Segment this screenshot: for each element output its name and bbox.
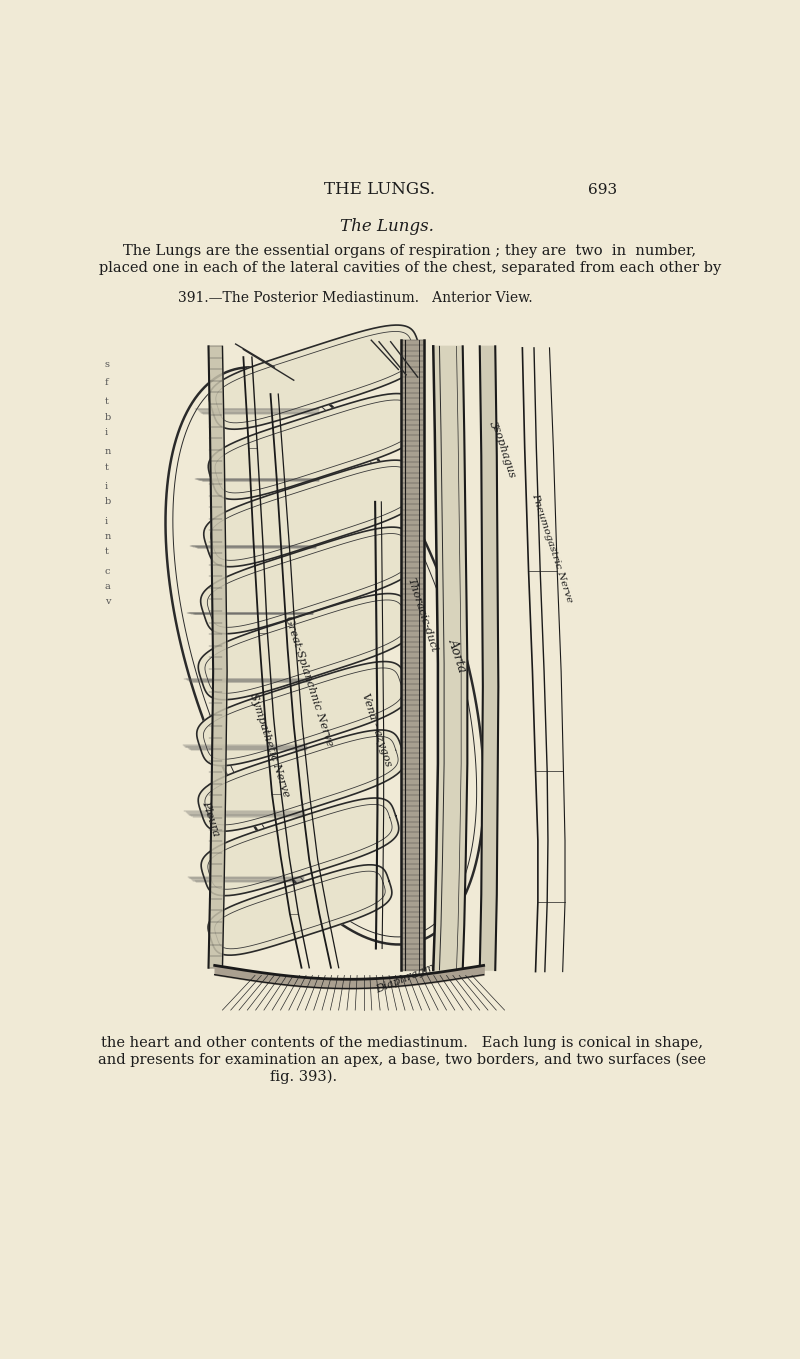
Text: f: f [105, 378, 108, 387]
Text: placed one in each of the lateral cavities of the chest, separated from each oth: placed one in each of the lateral caviti… [99, 261, 721, 276]
Text: Thoracic-duct: Thoracic-duct [406, 576, 439, 654]
Text: ʒsophagus: ʒsophagus [490, 419, 518, 478]
Polygon shape [209, 347, 227, 968]
Polygon shape [480, 347, 498, 970]
Text: i: i [105, 482, 108, 491]
Polygon shape [166, 367, 484, 945]
Polygon shape [208, 394, 422, 499]
Polygon shape [401, 340, 424, 970]
Text: THE LUNGS.: THE LUNGS. [323, 181, 434, 198]
Text: Pneumogastric Nerve: Pneumogastric Nerve [530, 492, 574, 603]
Text: Aorta: Aorta [446, 637, 469, 674]
Text: and presents for examination an apex, a base, two borders, and two surfaces (see: and presents for examination an apex, a … [98, 1053, 706, 1067]
Polygon shape [198, 594, 414, 700]
Text: Great-Splanchnic Nerve: Great-Splanchnic Nerve [282, 614, 334, 747]
Text: a: a [105, 582, 110, 591]
Text: t: t [105, 397, 109, 406]
Polygon shape [197, 662, 410, 765]
Text: Pleura: Pleura [200, 799, 222, 837]
Text: the heart and other contents of the mediastinum.   Each lung is conical in shape: the heart and other contents of the medi… [101, 1036, 703, 1051]
Text: n: n [105, 531, 111, 541]
Polygon shape [201, 527, 418, 633]
Text: i: i [105, 516, 108, 526]
Polygon shape [434, 347, 467, 970]
Text: n: n [105, 447, 111, 457]
Text: fig. 393).: fig. 393). [270, 1070, 338, 1084]
Polygon shape [201, 798, 398, 896]
Text: 391.—The Posterior Mediastinum.   Anterior View.: 391.—The Posterior Mediastinum. Anterior… [178, 291, 533, 304]
Text: t: t [105, 462, 109, 472]
Text: s: s [105, 360, 110, 370]
Text: Diaphragm: Diaphragm [374, 962, 437, 995]
Text: t: t [105, 548, 109, 556]
Text: v: v [105, 598, 110, 606]
Text: The Lungs.: The Lungs. [340, 217, 434, 235]
Text: i: i [105, 428, 108, 438]
Text: Sympathetic Nerve: Sympathetic Nerve [249, 692, 291, 799]
Polygon shape [208, 864, 392, 955]
Text: 693: 693 [588, 183, 618, 197]
Text: b: b [105, 497, 111, 507]
Text: b: b [105, 413, 111, 421]
Polygon shape [209, 325, 422, 429]
Polygon shape [204, 461, 421, 567]
Text: Vena - azygos: Vena - azygos [360, 692, 393, 768]
Polygon shape [198, 730, 405, 832]
Text: c: c [105, 567, 110, 576]
Text: The Lungs are the essential organs of respiration ; they are  two  in  number,: The Lungs are the essential organs of re… [123, 245, 697, 258]
